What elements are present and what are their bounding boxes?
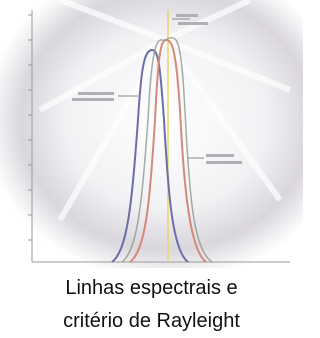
page: Linhas espectrais e critério de Rayleigh… (0, 0, 303, 338)
background (0, 0, 303, 268)
caption-line: Linhas espectrais e (0, 276, 303, 300)
caption-line: critério de Rayleight (0, 309, 303, 333)
spectral-figure (0, 0, 303, 268)
